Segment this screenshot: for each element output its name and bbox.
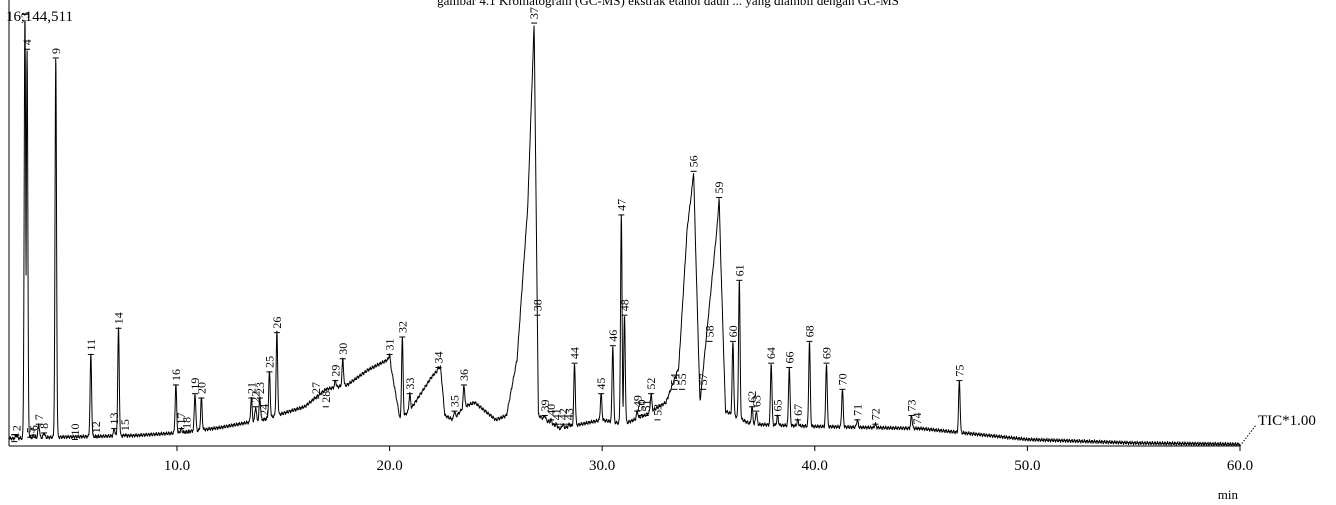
- peak-label: 69: [819, 347, 833, 359]
- peak-label: 53: [650, 404, 664, 416]
- peak-label: 28: [319, 391, 333, 403]
- peak-label: 30: [336, 343, 350, 355]
- peak-label: 35: [447, 395, 461, 407]
- peak-label: 63: [749, 395, 763, 407]
- peak-label: 13: [107, 413, 121, 425]
- peak-label: 72: [868, 408, 882, 420]
- peak-label: 7: [32, 414, 46, 420]
- peak-label: 46: [606, 330, 620, 342]
- peak-label: 40: [544, 404, 558, 416]
- peak-label: 59: [712, 181, 726, 193]
- peak-label: 75: [952, 365, 966, 377]
- peak-marker-group: 1234567891011121314151617181920212223242…: [7, 7, 966, 443]
- peak-label: 26: [270, 317, 284, 329]
- peak-label: 58: [703, 325, 717, 337]
- peak-label: 3: [18, 12, 32, 18]
- peak-label: 44: [568, 347, 582, 359]
- peak-label: 12: [89, 421, 103, 433]
- peak-label: 62: [745, 391, 759, 403]
- x-tick-label: 50.0: [1014, 458, 1040, 474]
- peak-label: 70: [835, 373, 849, 385]
- tic-trace: [8, 19, 1241, 447]
- peak-label: 24: [257, 404, 271, 416]
- peak-label: 38: [530, 299, 544, 311]
- peak-label: 37: [527, 7, 541, 19]
- x-tick-label: 10.0: [164, 458, 190, 474]
- peak-label: 17: [174, 413, 188, 425]
- peak-label: 8: [37, 423, 51, 429]
- y-max-label: 16,144,511: [6, 9, 73, 25]
- peak-label: 47: [614, 199, 628, 211]
- peak-label: 56: [687, 155, 701, 167]
- x-tick-label: 40.0: [802, 458, 828, 474]
- x-tick-label: 20.0: [376, 458, 402, 474]
- peak-label: 36: [457, 369, 471, 381]
- plot-area: 10.020.030.040.050.060.0 123456789101112…: [7, 0, 1253, 474]
- peak-label: 54: [667, 373, 681, 385]
- peak-label: 33: [403, 378, 417, 390]
- peak-label: 21: [244, 382, 258, 394]
- peak-label: 11: [84, 339, 98, 351]
- peak-label: 41: [549, 408, 563, 420]
- peak-label: 42: [556, 408, 570, 420]
- peak-label: 66: [782, 352, 796, 364]
- peak-label: 74: [910, 413, 924, 425]
- peak-label: 14: [111, 312, 125, 324]
- peak-label: 55: [675, 373, 689, 385]
- figure-caption: gambar 4.1 Kromatogram (GC-MS) ekstrak e…: [437, 0, 899, 8]
- peak-label: 43: [562, 408, 576, 420]
- peak-label: 64: [764, 347, 778, 359]
- peak-label: 57: [696, 373, 710, 385]
- peak-label: 68: [802, 325, 816, 337]
- peak-label: 27: [309, 382, 323, 394]
- peak-label: 18: [180, 417, 194, 429]
- x-tick-label: 60.0: [1227, 458, 1253, 474]
- peak-label: 51: [639, 399, 653, 411]
- peak-label: 50: [635, 399, 649, 411]
- x-axis-unit-label: min: [1218, 487, 1239, 502]
- peak-label: 19: [188, 378, 202, 390]
- peak-label: 25: [262, 356, 276, 368]
- peak-label: 48: [618, 299, 632, 311]
- peak-label: 67: [791, 404, 805, 416]
- peak-label: 2: [9, 425, 23, 431]
- peak-label: 10: [68, 423, 82, 435]
- peak-label: 15: [118, 419, 132, 431]
- peak-label: 61: [732, 264, 746, 276]
- peak-label: 4: [20, 39, 34, 45]
- peak-label: 6: [26, 425, 40, 431]
- trace-label: TIC*1.00: [1258, 413, 1316, 429]
- peak-label: 20: [194, 382, 208, 394]
- peak-label: 60: [726, 325, 740, 337]
- peak-label: 39: [538, 399, 552, 411]
- peak-label: 45: [594, 378, 608, 390]
- peak-label: 71: [850, 404, 864, 416]
- peak-label: 65: [771, 399, 785, 411]
- peak-label: 52: [644, 378, 658, 390]
- peak-label: 31: [383, 338, 397, 350]
- peak-label: 29: [328, 365, 342, 377]
- peak-label: 34: [431, 352, 445, 364]
- x-tick-label: 30.0: [589, 458, 615, 474]
- peak-label: 9: [49, 48, 63, 54]
- peak-label: 22: [249, 391, 263, 403]
- peak-label: 5: [23, 427, 37, 433]
- peak-label: 73: [905, 399, 919, 411]
- trace-label-leader: [1239, 424, 1257, 447]
- x-tick-group: 10.0 20.0 30.0 40.0 50.0 60.0: [164, 446, 1253, 474]
- peak-label: 49: [630, 395, 644, 407]
- peak-label: 32: [395, 321, 409, 333]
- peak-label: 16: [169, 369, 183, 381]
- peak-label: 23: [253, 382, 267, 394]
